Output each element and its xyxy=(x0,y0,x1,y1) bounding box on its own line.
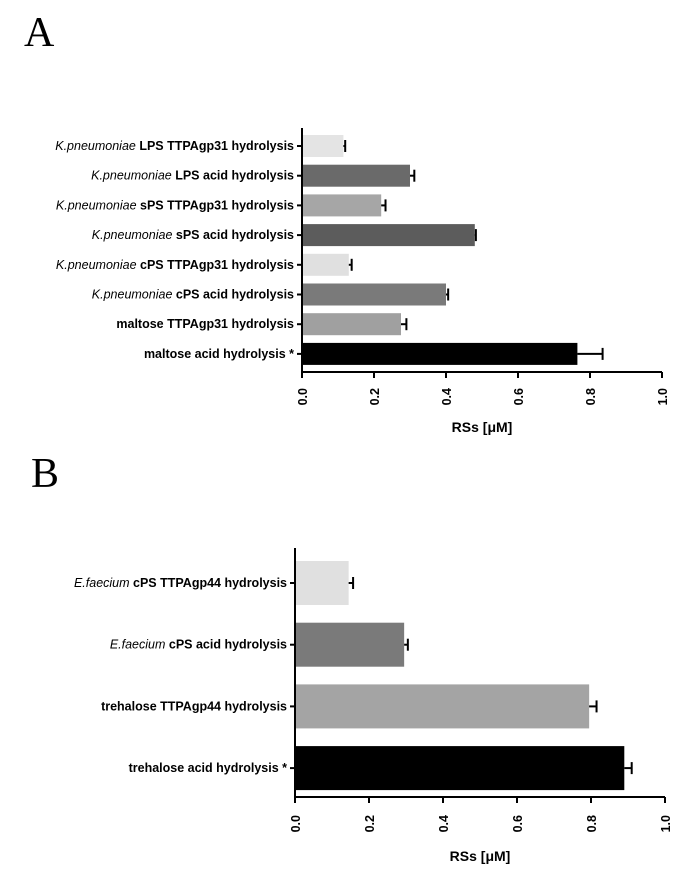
category-label-text: maltose acid hydrolysis * xyxy=(144,347,294,361)
category-label: K.pneumoniae cPS acid hydrolysis xyxy=(92,288,294,302)
bar xyxy=(303,194,382,217)
x-tick-label: 1.0 xyxy=(656,388,670,405)
category-label-species: K.pneumoniae xyxy=(56,198,137,212)
category-label-text: cPS acid hydrolysis xyxy=(165,638,287,652)
x-tick-label: 0.8 xyxy=(584,388,598,405)
category-label-species: K.pneumoniae xyxy=(55,139,136,153)
bar xyxy=(296,746,625,791)
category-label: maltose acid hydrolysis * xyxy=(144,347,294,361)
category-label-species: K.pneumoniae xyxy=(92,288,173,302)
category-label-text: cPS TTPAgp31 hydrolysis xyxy=(137,258,295,272)
bar xyxy=(303,342,578,365)
bar xyxy=(303,224,475,247)
category-label-text: sPS TTPAgp31 hydrolysis xyxy=(137,198,295,212)
bar xyxy=(303,283,446,306)
x-tick-label: 0.0 xyxy=(296,388,310,405)
category-label-species: E.faecium xyxy=(110,638,166,652)
category-label-species: K.pneumoniae xyxy=(91,169,172,183)
bar xyxy=(303,164,410,187)
category-label: K.pneumoniae sPS TTPAgp31 hydrolysis xyxy=(56,198,294,212)
category-label: E.faecium cPS acid hydrolysis xyxy=(110,638,287,652)
category-label-text: trehalose TTPAgp44 hydrolysis xyxy=(101,699,287,713)
category-label: trehalose TTPAgp44 hydrolysis xyxy=(101,699,287,713)
category-label-text: LPS TTPAgp31 hydrolysis xyxy=(136,139,294,153)
x-tick-label: 1.0 xyxy=(659,815,673,832)
x-tick-label: 0.4 xyxy=(440,388,454,405)
category-label: K.pneumoniae LPS acid hydrolysis xyxy=(91,169,294,183)
category-label-text: cPS TTPAgp44 hydrolysis xyxy=(130,576,288,590)
category-label: maltose TTPAgp31 hydrolysis xyxy=(116,317,294,331)
bar xyxy=(296,622,405,667)
x-tick-label: 0.4 xyxy=(437,815,451,832)
category-label-species: E.faecium xyxy=(74,576,130,590)
bar xyxy=(296,561,349,605)
category-label-text: sPS acid hydrolysis xyxy=(172,228,294,242)
x-tick-label: 0.6 xyxy=(512,388,526,405)
panel-letter: A xyxy=(24,10,55,56)
x-axis-title: RSs [μM] xyxy=(450,848,511,864)
category-label: E.faecium cPS TTPAgp44 hydrolysis xyxy=(74,576,287,590)
category-label: K.pneumoniae sPS acid hydrolysis xyxy=(92,228,294,242)
category-label: trehalose acid hydrolysis * xyxy=(129,761,288,775)
x-tick-label: 0.0 xyxy=(289,815,303,832)
x-tick-label: 0.8 xyxy=(585,815,599,832)
category-label-text: cPS acid hydrolysis xyxy=(172,288,294,302)
x-tick-label: 0.6 xyxy=(511,815,525,832)
bar xyxy=(303,313,401,336)
x-tick-label: 0.2 xyxy=(363,815,377,832)
category-label-text: trehalose acid hydrolysis * xyxy=(129,761,288,775)
category-label-text: LPS acid hydrolysis xyxy=(172,169,294,183)
panel-b-chart: B 0.0 0.2 0.4 0.6 0.8 1.0 RSs [μM] E.faecium cPS… xyxy=(31,451,673,864)
panel-a-chart: A 0.0 0.2 0.4 0.6 0.8 1.0 RSs [μM] K.pneumoniae … xyxy=(24,10,670,435)
panel-letter: B xyxy=(31,451,59,497)
category-label: K.pneumoniae cPS TTPAgp31 hydrolysis xyxy=(56,258,294,272)
category-label-species: K.pneumoniae xyxy=(92,228,173,242)
bar xyxy=(296,684,590,729)
bar xyxy=(303,135,344,157)
x-axis-title: RSs [μM] xyxy=(452,419,513,435)
bar xyxy=(303,253,349,276)
x-tick-label: 0.2 xyxy=(368,388,382,405)
category-label-text: maltose TTPAgp31 hydrolysis xyxy=(116,317,294,331)
category-label-species: K.pneumoniae xyxy=(56,258,137,272)
category-label: K.pneumoniae LPS TTPAgp31 hydrolysis xyxy=(55,139,294,153)
